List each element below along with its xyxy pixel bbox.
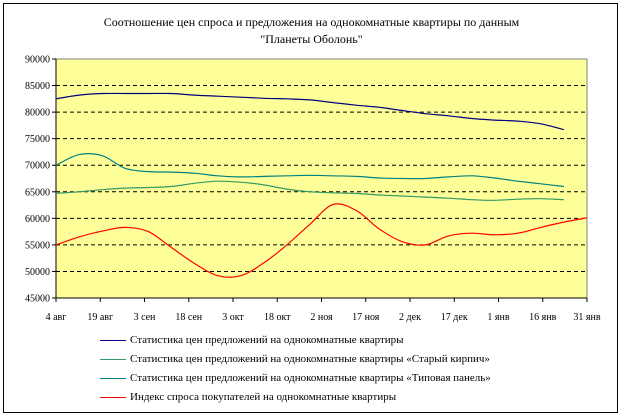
x-tick-label: 18 сен	[175, 312, 202, 323]
y-tick-label: 45000	[25, 294, 50, 305]
legend-swatch	[100, 340, 126, 341]
legend-swatch	[100, 378, 126, 379]
legend-item: Статистика цен предложений на однокомнат…	[100, 353, 600, 372]
y-tick-label: 85000	[25, 81, 50, 92]
x-tick-label: 31 янв	[573, 312, 600, 323]
legend-swatch	[100, 359, 126, 360]
legend-label: Статистика цен предложений на однокомнат…	[130, 372, 491, 384]
y-tick-label: 60000	[25, 214, 50, 225]
y-tick-label: 70000	[25, 161, 50, 172]
chart-legend: Статистика цен предложений на однокомнат…	[100, 334, 600, 410]
x-tick-label: 3 окт	[222, 312, 244, 323]
series-line	[55, 203, 588, 278]
legend-swatch	[100, 397, 126, 398]
y-tick-label: 65000	[25, 187, 50, 198]
y-tick-label: 50000	[25, 267, 50, 278]
x-tick-label: 4 авг	[46, 312, 67, 323]
y-tick-label: 80000	[25, 108, 50, 119]
chart-title-line-2: "Планеты Оболонь"	[260, 32, 363, 46]
legend-item: Статистика цен предложений на однокомнат…	[100, 372, 600, 391]
x-tick-label: 18 окт	[264, 312, 291, 323]
y-tick-label: 90000	[25, 55, 50, 66]
x-tick-label: 2 дек	[399, 312, 421, 323]
x-tick-label: 1 янв	[487, 312, 509, 323]
y-tick-label: 75000	[25, 134, 50, 145]
x-tick-label: 19 авг	[87, 312, 113, 323]
legend-item: Индекс спроса покупателей на однокомнатн…	[100, 391, 600, 410]
x-tick-label: 17 дек	[441, 312, 468, 323]
legend-label: Статистика цен предложений на однокомнат…	[130, 334, 404, 346]
series-line	[55, 153, 564, 188]
legend-label: Статистика цен предложений на однокомнат…	[130, 353, 490, 365]
x-tick-label: 2 ноя	[310, 312, 333, 323]
legend-label: Индекс спроса покупателей на однокомнатн…	[130, 391, 397, 403]
legend-item: Статистика цен предложений на однокомнат…	[100, 334, 600, 353]
series-line	[55, 180, 564, 201]
plot-area	[55, 58, 588, 299]
series-line	[55, 92, 565, 131]
chart-title-line-1: Соотношение цен спроса и предложения на …	[103, 15, 520, 29]
x-tick-label: 17 ноя	[352, 312, 380, 323]
x-tick-label: 3 сен	[134, 312, 156, 323]
y-tick-label: 55000	[25, 240, 50, 251]
x-tick-label: 16 янв	[529, 312, 556, 323]
